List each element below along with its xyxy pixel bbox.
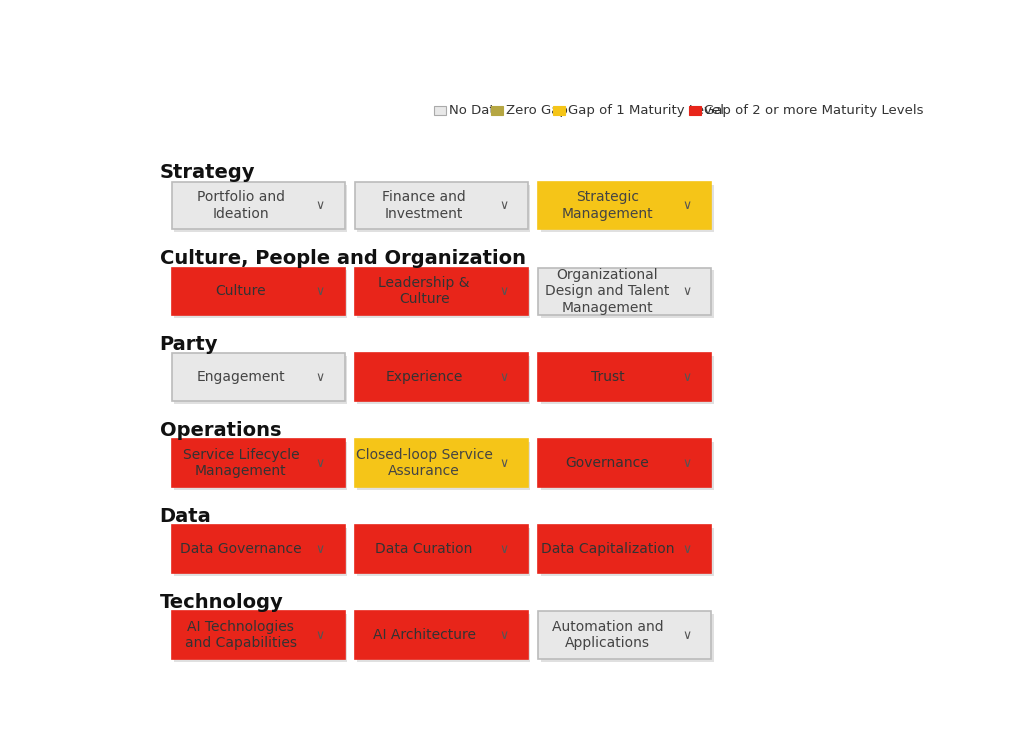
FancyBboxPatch shape (357, 615, 530, 662)
Text: Operations: Operations (160, 421, 282, 440)
Text: AI Technologies
and Capabilities: AI Technologies and Capabilities (185, 620, 297, 650)
FancyBboxPatch shape (355, 268, 528, 315)
FancyBboxPatch shape (539, 440, 712, 487)
FancyBboxPatch shape (433, 106, 446, 115)
FancyBboxPatch shape (172, 440, 345, 487)
FancyBboxPatch shape (539, 268, 712, 315)
FancyBboxPatch shape (541, 443, 714, 490)
Text: AI Architecture: AI Architecture (373, 628, 476, 642)
FancyBboxPatch shape (174, 185, 347, 232)
Text: Strategy: Strategy (160, 163, 255, 182)
FancyBboxPatch shape (174, 443, 347, 490)
FancyBboxPatch shape (541, 357, 714, 404)
FancyBboxPatch shape (355, 440, 528, 487)
FancyBboxPatch shape (539, 611, 712, 659)
Text: ∨: ∨ (499, 199, 508, 212)
FancyBboxPatch shape (355, 354, 528, 401)
FancyBboxPatch shape (172, 611, 345, 659)
Text: Culture: Culture (215, 284, 266, 299)
Text: ∨: ∨ (315, 543, 325, 556)
FancyBboxPatch shape (541, 185, 714, 232)
Text: ∨: ∨ (315, 629, 325, 642)
Text: ∨: ∨ (683, 285, 691, 298)
Text: Governance: Governance (565, 456, 649, 470)
Text: ∨: ∨ (499, 543, 508, 556)
Text: Data Capitalization: Data Capitalization (541, 542, 674, 556)
Text: ∨: ∨ (683, 199, 691, 212)
Text: ∨: ∨ (683, 371, 691, 384)
FancyBboxPatch shape (539, 354, 712, 401)
Text: ∨: ∨ (499, 457, 508, 470)
Text: Culture, People and Organization: Culture, People and Organization (160, 249, 525, 268)
FancyBboxPatch shape (355, 182, 528, 229)
Text: ∨: ∨ (315, 285, 325, 298)
Text: ∨: ∨ (499, 629, 508, 642)
FancyBboxPatch shape (357, 529, 530, 576)
FancyBboxPatch shape (539, 526, 712, 573)
FancyBboxPatch shape (541, 271, 714, 318)
Text: Closed-loop Service
Assurance: Closed-loop Service Assurance (355, 448, 493, 478)
Text: No Data: No Data (450, 104, 503, 118)
Text: ∨: ∨ (683, 629, 691, 642)
Text: ∨: ∨ (683, 543, 691, 556)
FancyBboxPatch shape (541, 529, 714, 576)
FancyBboxPatch shape (172, 182, 345, 229)
Text: Service Lifecycle
Management: Service Lifecycle Management (182, 448, 299, 478)
FancyBboxPatch shape (541, 615, 714, 662)
Text: Technology: Technology (160, 593, 284, 611)
FancyBboxPatch shape (355, 526, 528, 573)
FancyBboxPatch shape (355, 611, 528, 659)
Text: Engagement: Engagement (197, 370, 285, 385)
Text: Trust: Trust (591, 370, 625, 385)
FancyBboxPatch shape (172, 268, 345, 315)
Text: ∨: ∨ (315, 199, 325, 212)
Text: ∨: ∨ (315, 371, 325, 384)
Text: Organizational
Design and Talent
Management: Organizational Design and Talent Managem… (546, 268, 670, 314)
Text: Leadership &
Culture: Leadership & Culture (379, 276, 470, 306)
FancyBboxPatch shape (174, 529, 347, 576)
Text: Data Governance: Data Governance (180, 542, 302, 556)
Text: Strategic
Management: Strategic Management (562, 190, 653, 220)
Text: Automation and
Applications: Automation and Applications (552, 620, 664, 650)
Text: Experience: Experience (385, 370, 463, 385)
Text: Gap of 2 or more Maturity Levels: Gap of 2 or more Maturity Levels (705, 104, 924, 118)
Text: Data: Data (160, 507, 212, 526)
Text: Party: Party (160, 335, 218, 354)
FancyBboxPatch shape (172, 354, 345, 401)
FancyBboxPatch shape (357, 443, 530, 490)
FancyBboxPatch shape (174, 615, 347, 662)
FancyBboxPatch shape (688, 106, 701, 115)
FancyBboxPatch shape (357, 271, 530, 318)
Text: ∨: ∨ (499, 285, 508, 298)
Text: ∨: ∨ (683, 457, 691, 470)
FancyBboxPatch shape (174, 357, 347, 404)
Text: Gap of 1 Maturity Level: Gap of 1 Maturity Level (568, 104, 724, 118)
FancyBboxPatch shape (357, 185, 530, 232)
FancyBboxPatch shape (490, 106, 504, 115)
Text: ∨: ∨ (315, 457, 325, 470)
FancyBboxPatch shape (172, 526, 345, 573)
FancyBboxPatch shape (539, 182, 712, 229)
Text: Data Curation: Data Curation (376, 542, 473, 556)
Text: Portfolio and
Ideation: Portfolio and Ideation (197, 190, 285, 220)
Text: Finance and
Investment: Finance and Investment (382, 190, 466, 220)
FancyBboxPatch shape (553, 106, 565, 115)
FancyBboxPatch shape (174, 271, 347, 318)
FancyBboxPatch shape (357, 357, 530, 404)
Text: ∨: ∨ (499, 371, 508, 384)
Text: Zero Gap: Zero Gap (506, 104, 568, 118)
